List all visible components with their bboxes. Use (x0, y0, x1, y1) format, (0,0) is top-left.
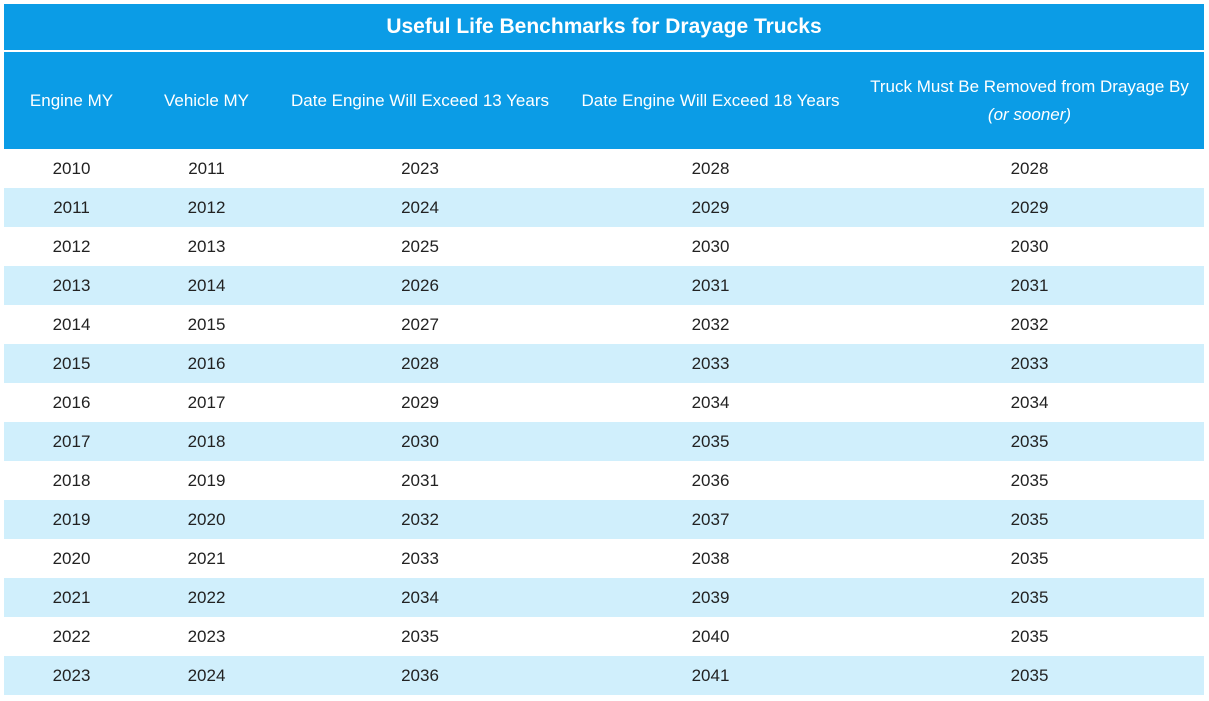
cell-removed-by: 2035 (855, 578, 1204, 617)
cell-engine-my: 2014 (4, 305, 139, 344)
cell-vehicle-my: 2022 (139, 578, 274, 617)
cell-engine-my: 2018 (4, 461, 139, 500)
table-row: 2011 2012 2024 2029 2029 (4, 188, 1204, 227)
header-engine-my: Engine MY (4, 52, 139, 149)
cell-exceed-13: 2034 (274, 578, 566, 617)
cell-engine-my: 2013 (4, 266, 139, 305)
cell-exceed-18: 2032 (566, 305, 855, 344)
cell-removed-by: 2035 (855, 461, 1204, 500)
cell-exceed-18: 2040 (566, 617, 855, 656)
table-row: 2015 2016 2028 2033 2033 (4, 344, 1204, 383)
cell-exceed-18: 2031 (566, 266, 855, 305)
header-exceed-18: Date Engine Will Exceed 18 Years (566, 52, 855, 149)
cell-vehicle-my: 2014 (139, 266, 274, 305)
header-removed-label: Truck Must Be Removed from Drayage By (870, 76, 1189, 96)
cell-vehicle-my: 2015 (139, 305, 274, 344)
cell-vehicle-my: 2011 (139, 149, 274, 188)
cell-exceed-18: 2028 (566, 149, 855, 188)
cell-exceed-13: 2032 (274, 500, 566, 539)
cell-exceed-18: 2037 (566, 500, 855, 539)
header-vehicle-my: Vehicle MY (139, 52, 274, 149)
benchmark-table: Engine MY Vehicle MY Date Engine Will Ex… (4, 52, 1204, 695)
header-exceed-13: Date Engine Will Exceed 13 Years (274, 52, 566, 149)
cell-engine-my: 2020 (4, 539, 139, 578)
cell-vehicle-my: 2017 (139, 383, 274, 422)
cell-exceed-13: 2024 (274, 188, 566, 227)
cell-exceed-18: 2041 (566, 656, 855, 695)
cell-removed-by: 2031 (855, 266, 1204, 305)
cell-engine-my: 2016 (4, 383, 139, 422)
table-row: 2022 2023 2035 2040 2035 (4, 617, 1204, 656)
cell-exceed-18: 2034 (566, 383, 855, 422)
cell-exceed-13: 2028 (274, 344, 566, 383)
cell-vehicle-my: 2013 (139, 227, 274, 266)
cell-exceed-18: 2029 (566, 188, 855, 227)
table-row: 2013 2014 2026 2031 2031 (4, 266, 1204, 305)
table-row: 2018 2019 2031 2036 2035 (4, 461, 1204, 500)
table-row: 2017 2018 2030 2035 2035 (4, 422, 1204, 461)
cell-exceed-13: 2023 (274, 149, 566, 188)
cell-exceed-13: 2026 (274, 266, 566, 305)
cell-engine-my: 2011 (4, 188, 139, 227)
cell-removed-by: 2033 (855, 344, 1204, 383)
cell-exceed-13: 2027 (274, 305, 566, 344)
cell-vehicle-my: 2020 (139, 500, 274, 539)
cell-engine-my: 2021 (4, 578, 139, 617)
cell-exceed-13: 2030 (274, 422, 566, 461)
cell-engine-my: 2010 (4, 149, 139, 188)
cell-engine-my: 2015 (4, 344, 139, 383)
cell-vehicle-my: 2012 (139, 188, 274, 227)
cell-removed-by: 2028 (855, 149, 1204, 188)
cell-vehicle-my: 2019 (139, 461, 274, 500)
cell-vehicle-my: 2018 (139, 422, 274, 461)
cell-exceed-18: 2035 (566, 422, 855, 461)
cell-exceed-13: 2031 (274, 461, 566, 500)
header-removed-by: Truck Must Be Removed from Drayage By (o… (855, 52, 1204, 149)
cell-vehicle-my: 2021 (139, 539, 274, 578)
table-row: 2016 2017 2029 2034 2034 (4, 383, 1204, 422)
cell-removed-by: 2035 (855, 656, 1204, 695)
benchmark-table-container: Useful Life Benchmarks for Drayage Truck… (4, 4, 1204, 695)
cell-engine-my: 2023 (4, 656, 139, 695)
table-row: 2020 2021 2033 2038 2035 (4, 539, 1204, 578)
cell-removed-by: 2035 (855, 617, 1204, 656)
cell-exceed-13: 2036 (274, 656, 566, 695)
cell-vehicle-my: 2016 (139, 344, 274, 383)
cell-exceed-13: 2035 (274, 617, 566, 656)
cell-removed-by: 2030 (855, 227, 1204, 266)
cell-engine-my: 2017 (4, 422, 139, 461)
cell-removed-by: 2032 (855, 305, 1204, 344)
table-row: 2019 2020 2032 2037 2035 (4, 500, 1204, 539)
cell-removed-by: 2035 (855, 500, 1204, 539)
cell-removed-by: 2035 (855, 422, 1204, 461)
table-title: Useful Life Benchmarks for Drayage Truck… (4, 4, 1204, 52)
table-row: 2014 2015 2027 2032 2032 (4, 305, 1204, 344)
cell-exceed-13: 2025 (274, 227, 566, 266)
cell-exceed-18: 2038 (566, 539, 855, 578)
header-row: Engine MY Vehicle MY Date Engine Will Ex… (4, 52, 1204, 149)
cell-engine-my: 2022 (4, 617, 139, 656)
cell-exceed-18: 2039 (566, 578, 855, 617)
cell-engine-my: 2019 (4, 500, 139, 539)
cell-vehicle-my: 2023 (139, 617, 274, 656)
cell-exceed-18: 2033 (566, 344, 855, 383)
header-removed-sub: (or sooner) (987, 104, 1072, 124)
cell-exceed-18: 2030 (566, 227, 855, 266)
cell-vehicle-my: 2024 (139, 656, 274, 695)
cell-exceed-13: 2033 (274, 539, 566, 578)
table-row: 2021 2022 2034 2039 2035 (4, 578, 1204, 617)
cell-removed-by: 2035 (855, 539, 1204, 578)
cell-exceed-18: 2036 (566, 461, 855, 500)
cell-removed-by: 2034 (855, 383, 1204, 422)
table-row: 2023 2024 2036 2041 2035 (4, 656, 1204, 695)
table-row: 2010 2011 2023 2028 2028 (4, 149, 1204, 188)
cell-removed-by: 2029 (855, 188, 1204, 227)
table-body: 2010 2011 2023 2028 2028 2011 2012 2024 2029 2029… (4, 149, 1204, 695)
cell-exceed-13: 2029 (274, 383, 566, 422)
cell-engine-my: 2012 (4, 227, 139, 266)
table-row: 2012 2013 2025 2030 2030 (4, 227, 1204, 266)
